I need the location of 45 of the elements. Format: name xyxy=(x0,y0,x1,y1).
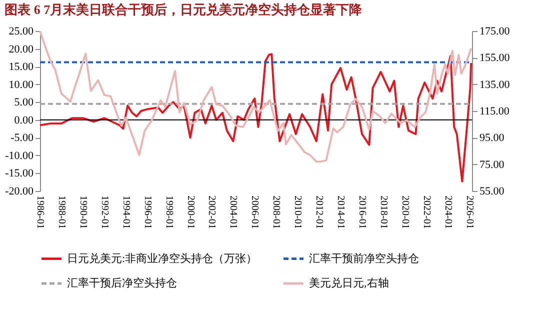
x-tick-label: 2014-01 xyxy=(335,196,346,229)
x-tick-label: 1994-01 xyxy=(120,196,132,229)
y-tick-label: -10.00 xyxy=(5,150,34,162)
x-tick-label: 2018-01 xyxy=(378,196,389,229)
y-tick-label: -20.00 xyxy=(5,186,34,198)
legend-label: 汇率干预后净空头持仓 xyxy=(67,276,177,290)
legend-label: 日元兑美元:非商业净空头持仓（万张） xyxy=(67,252,258,265)
y2-tick-label: 55.00 xyxy=(480,186,505,198)
y-tick-label: -5.00 xyxy=(10,132,34,144)
y2-tick-label: 135.00 xyxy=(480,78,510,91)
x-tick-label: 2002-01 xyxy=(206,196,218,229)
x-tick-label: 2026-01 xyxy=(464,196,475,229)
legend-label: 汇率干预前净空头持仓 xyxy=(309,252,419,265)
x-tick-label: 1986-01 xyxy=(34,196,46,229)
y2-tick-label: 155.00 xyxy=(480,52,510,64)
x-tick-label: 2004-01 xyxy=(228,196,239,229)
y-tick-label: -15.00 xyxy=(5,168,34,180)
x-tick-label: 1998-01 xyxy=(163,196,174,229)
line-series xyxy=(39,53,472,182)
y-tick-label: 15.00 xyxy=(8,61,34,74)
y-tick-label: 25.00 xyxy=(8,26,34,38)
y-tick-label: 5.00 xyxy=(14,96,34,109)
x-tick-label: 2022-01 xyxy=(420,196,432,229)
y2-tick-label: 175.00 xyxy=(480,26,510,38)
x-tick-label: 2000-01 xyxy=(184,196,196,229)
y-tick-label: 10.00 xyxy=(8,78,34,91)
x-tick-label: 2024-01 xyxy=(442,196,454,229)
line-series xyxy=(39,30,472,163)
x-tick-label: 2006-01 xyxy=(249,196,260,229)
y2-tick-label: 75.00 xyxy=(480,158,505,171)
x-tick-label: 1988-01 xyxy=(56,196,67,229)
legend-label: 美元兑日元,右轴 xyxy=(309,276,389,290)
x-tick-label: 2010-01 xyxy=(292,196,304,229)
x-tick-label: 2012-01 xyxy=(314,196,325,229)
y-tick-label: 0.00 xyxy=(14,114,34,126)
x-tick-label: 1992-01 xyxy=(98,196,110,229)
x-tick-label: 2008-01 xyxy=(270,196,282,229)
y2-tick-label: 115.00 xyxy=(480,106,510,118)
x-tick-label: 2020-01 xyxy=(399,196,410,229)
y-tick-label: 20.00 xyxy=(8,43,34,56)
chart-title: 图表 6 7月末美日联合干预后，日元兑美元净空头持仓显著下降 xyxy=(4,2,364,17)
y2-tick-label: 95.00 xyxy=(480,132,505,144)
x-tick-label: 1990-01 xyxy=(77,196,88,229)
x-tick-label: 1996-01 xyxy=(142,196,153,229)
x-tick-label: 2016-01 xyxy=(356,196,368,229)
